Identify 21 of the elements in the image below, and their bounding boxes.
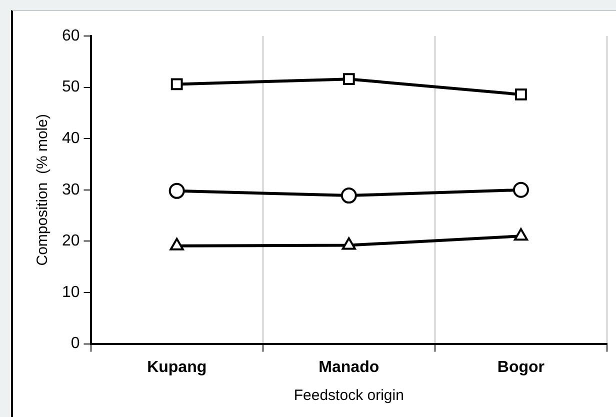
y-tick-label: 40 [62, 130, 80, 148]
point [170, 238, 184, 250]
y-tick-label: 20 [62, 232, 80, 250]
point [515, 88, 527, 100]
x-axis-title: Feedstock origin [294, 387, 404, 404]
y-axis-title: Composition (% mole) [34, 114, 52, 266]
point [168, 182, 185, 199]
point [512, 182, 529, 198]
point [342, 73, 355, 86]
y-tick-label: 50 [62, 78, 80, 96]
point [170, 78, 183, 90]
y-tick-label: 10 [62, 284, 80, 301]
point [340, 188, 357, 204]
y-tick-label: 60 [62, 27, 80, 44]
y-tick-label: 0 [70, 335, 80, 352]
x-tick-label: Kupang [147, 358, 207, 376]
x-tick-label: Bogor [497, 358, 545, 376]
y-tick-label: 30 [62, 181, 80, 198]
point [342, 237, 356, 250]
point [514, 228, 528, 241]
x-tick-label: Manado [318, 358, 380, 376]
